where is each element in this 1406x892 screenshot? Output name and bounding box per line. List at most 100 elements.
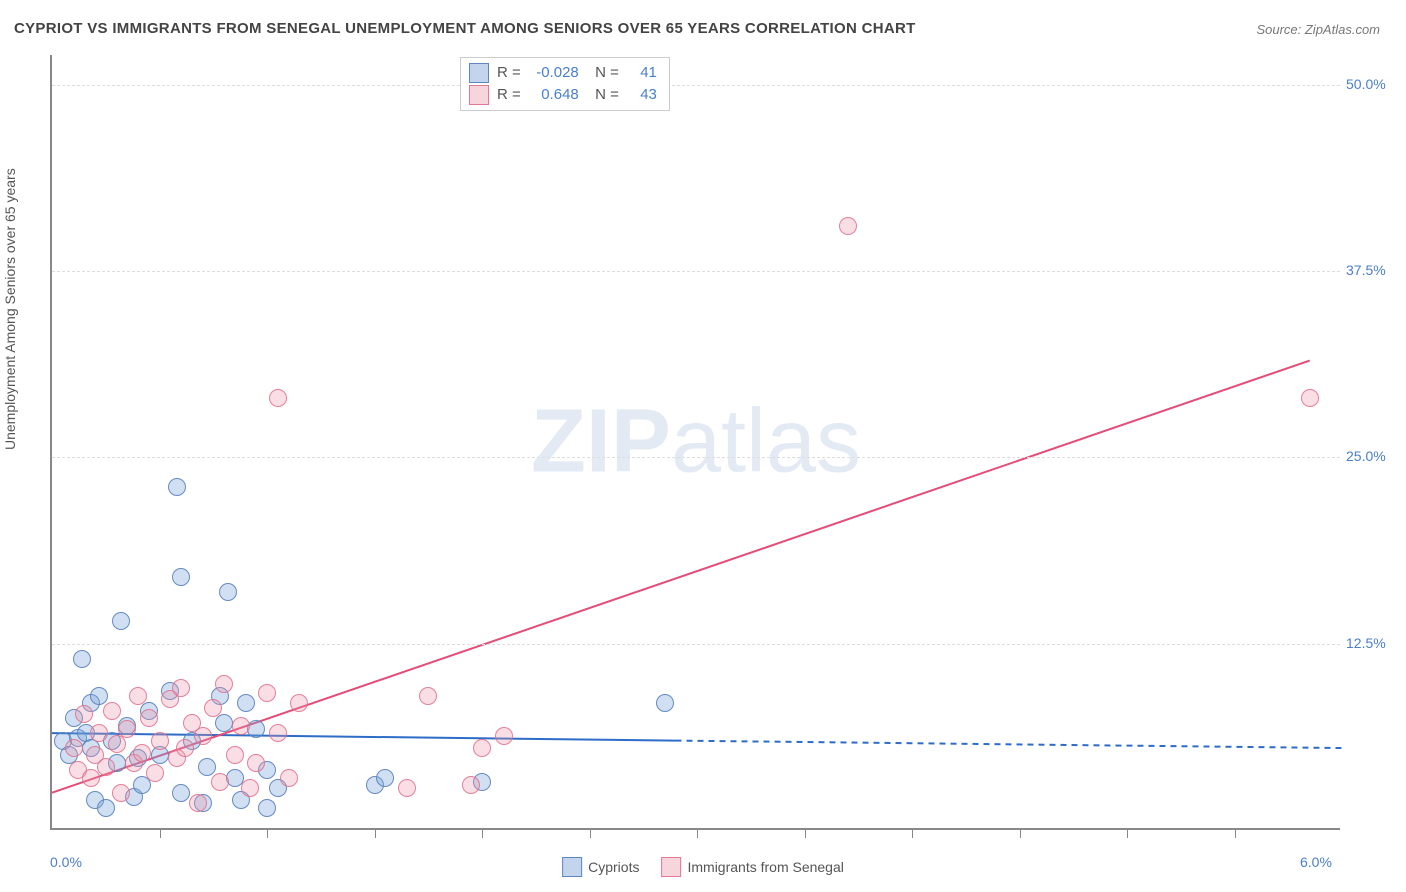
- y-tick-label: 25.0%: [1346, 448, 1386, 464]
- point-senegal: [118, 720, 136, 738]
- x-minor-tick: [590, 830, 591, 838]
- stats-row-cypriots: R = -0.028 N = 41: [469, 62, 657, 84]
- bottom-legend: Cypriots Immigrants from Senegal: [562, 857, 844, 877]
- point-cypriot: [376, 769, 394, 787]
- point-cypriot: [656, 694, 674, 712]
- trendline-cypriot-extension: [676, 741, 1343, 748]
- legend-label: Immigrants from Senegal: [687, 859, 843, 875]
- x-minor-tick: [912, 830, 913, 838]
- swatch-blue-icon: [562, 857, 582, 877]
- stat-r-label: R =: [497, 62, 521, 84]
- x-minor-tick: [1127, 830, 1128, 838]
- point-senegal: [462, 776, 480, 794]
- point-senegal: [189, 794, 207, 812]
- gridline: [52, 271, 1340, 272]
- stat-n-value-1: 41: [627, 62, 657, 84]
- watermark-atlas: atlas: [671, 391, 861, 491]
- point-cypriot: [172, 568, 190, 586]
- gridline: [52, 85, 1340, 86]
- point-senegal: [90, 724, 108, 742]
- point-cypriot: [215, 714, 233, 732]
- swatch-blue-icon: [469, 63, 489, 83]
- point-senegal: [140, 709, 158, 727]
- x-minor-tick: [805, 830, 806, 838]
- point-senegal: [232, 717, 250, 735]
- x-minor-tick: [267, 830, 268, 838]
- point-senegal: [473, 739, 491, 757]
- stats-legend: R = -0.028 N = 41 R = 0.648 N = 43: [460, 57, 670, 111]
- stat-r-label: R =: [497, 84, 521, 106]
- point-cypriot: [247, 720, 265, 738]
- legend-item-senegal: Immigrants from Senegal: [661, 857, 843, 877]
- x-minor-tick: [375, 830, 376, 838]
- point-cypriot: [97, 799, 115, 817]
- point-senegal: [226, 746, 244, 764]
- swatch-pink-icon: [469, 85, 489, 105]
- point-senegal: [103, 702, 121, 720]
- trendline-cypriot: [52, 733, 676, 740]
- point-senegal: [112, 784, 130, 802]
- point-cypriot: [258, 799, 276, 817]
- watermark: ZIPatlas: [531, 390, 861, 493]
- point-senegal: [146, 764, 164, 782]
- point-senegal: [258, 684, 276, 702]
- point-senegal: [204, 699, 222, 717]
- point-senegal: [398, 779, 416, 797]
- stat-n-value-2: 43: [627, 84, 657, 106]
- point-senegal: [194, 727, 212, 745]
- x-minor-tick: [1020, 830, 1021, 838]
- x-tick-label: 0.0%: [50, 854, 82, 870]
- stat-n-label: N =: [587, 84, 619, 106]
- point-cypriot: [90, 687, 108, 705]
- y-tick-label: 50.0%: [1346, 76, 1386, 92]
- point-cypriot: [237, 694, 255, 712]
- point-senegal: [97, 758, 115, 776]
- source-credit: Source: ZipAtlas.com: [1256, 22, 1380, 37]
- point-senegal: [133, 744, 151, 762]
- point-senegal: [172, 679, 190, 697]
- point-cypriot: [73, 650, 91, 668]
- x-minor-tick: [697, 830, 698, 838]
- y-tick-label: 37.5%: [1346, 262, 1386, 278]
- point-senegal: [176, 739, 194, 757]
- y-tick-label: 12.5%: [1346, 635, 1386, 651]
- point-senegal: [108, 735, 126, 753]
- gridline: [52, 644, 1340, 645]
- point-senegal: [215, 675, 233, 693]
- point-senegal: [495, 727, 513, 745]
- point-senegal: [241, 779, 259, 797]
- point-senegal: [75, 705, 93, 723]
- x-tick-label: 6.0%: [1300, 854, 1332, 870]
- watermark-zip: ZIP: [531, 391, 671, 491]
- point-cypriot: [198, 758, 216, 776]
- stats-row-senegal: R = 0.648 N = 43: [469, 84, 657, 106]
- point-senegal: [269, 389, 287, 407]
- stat-r-value-2: 0.648: [529, 84, 579, 106]
- chart-title: CYPRIOT VS IMMIGRANTS FROM SENEGAL UNEMP…: [14, 20, 916, 37]
- point-senegal: [65, 739, 83, 757]
- point-senegal: [269, 724, 287, 742]
- point-senegal: [211, 773, 229, 791]
- gridline: [52, 457, 1340, 458]
- point-cypriot: [219, 583, 237, 601]
- point-senegal: [247, 754, 265, 772]
- x-minor-tick: [1235, 830, 1236, 838]
- x-minor-tick: [482, 830, 483, 838]
- point-senegal: [280, 769, 298, 787]
- point-senegal: [839, 217, 857, 235]
- chart-container: CYPRIOT VS IMMIGRANTS FROM SENEGAL UNEMP…: [0, 0, 1406, 892]
- y-axis-label: Unemployment Among Seniors over 65 years: [2, 168, 18, 450]
- point-cypriot: [112, 612, 130, 630]
- stat-r-value-1: -0.028: [529, 62, 579, 84]
- legend-item-cypriots: Cypriots: [562, 857, 639, 877]
- stat-n-label: N =: [587, 62, 619, 84]
- point-senegal: [419, 687, 437, 705]
- point-cypriot: [168, 478, 186, 496]
- legend-label: Cypriots: [588, 859, 639, 875]
- point-senegal: [290, 694, 308, 712]
- point-senegal: [1301, 389, 1319, 407]
- point-cypriot: [172, 784, 190, 802]
- point-senegal: [151, 732, 169, 750]
- x-minor-tick: [160, 830, 161, 838]
- swatch-pink-icon: [661, 857, 681, 877]
